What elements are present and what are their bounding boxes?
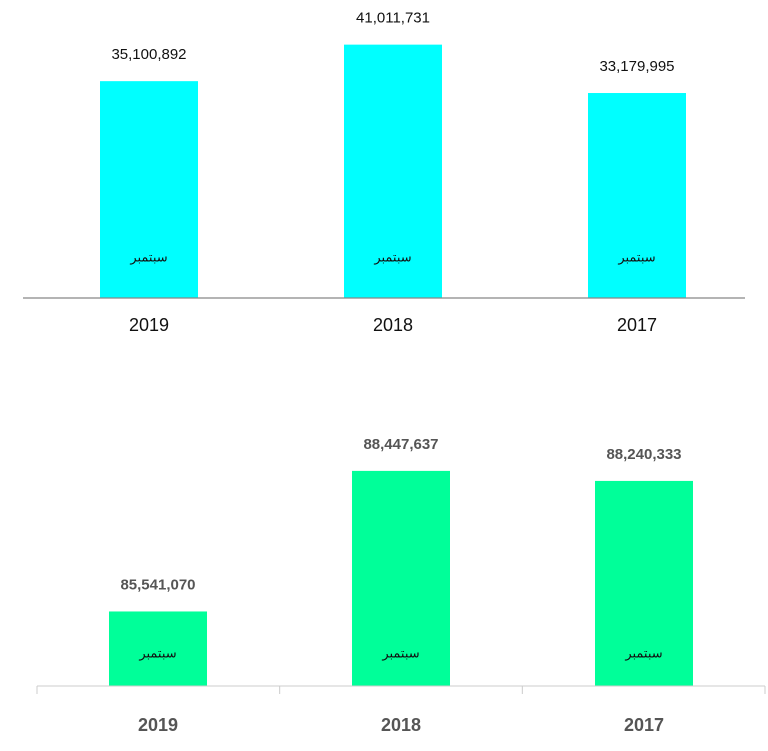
bar (595, 480, 693, 686)
x-tick-label: 2017 (617, 315, 657, 335)
x-tick-label: 2018 (373, 315, 413, 335)
value-label: 88,240,333 (606, 446, 681, 463)
value-label: 41,011,731 (356, 10, 430, 27)
bar (109, 611, 207, 686)
value-label: 88,447,637 (363, 436, 438, 453)
bar-label: سبتمبر (129, 251, 167, 266)
value-label: 35,100,892 (111, 46, 186, 63)
bar (588, 93, 686, 298)
bar-label: سبتمبر (138, 647, 176, 662)
bar (100, 81, 198, 299)
bar-label: سبتمبر (624, 647, 662, 662)
x-tick-label: 2019 (129, 315, 169, 335)
bar-label: سبتمبر (373, 251, 411, 266)
value-label: 85,541,070 (120, 576, 195, 593)
value-label: 33,179,995 (599, 58, 674, 75)
x-tick-label: 2018 (381, 715, 421, 735)
bar (344, 44, 442, 298)
x-tick-label: 2019 (138, 715, 178, 735)
bar (352, 470, 450, 686)
bar-label: سبتمبر (617, 251, 655, 266)
x-tick-label: 2017 (624, 715, 664, 735)
bar-label: سبتمبر (381, 647, 419, 662)
